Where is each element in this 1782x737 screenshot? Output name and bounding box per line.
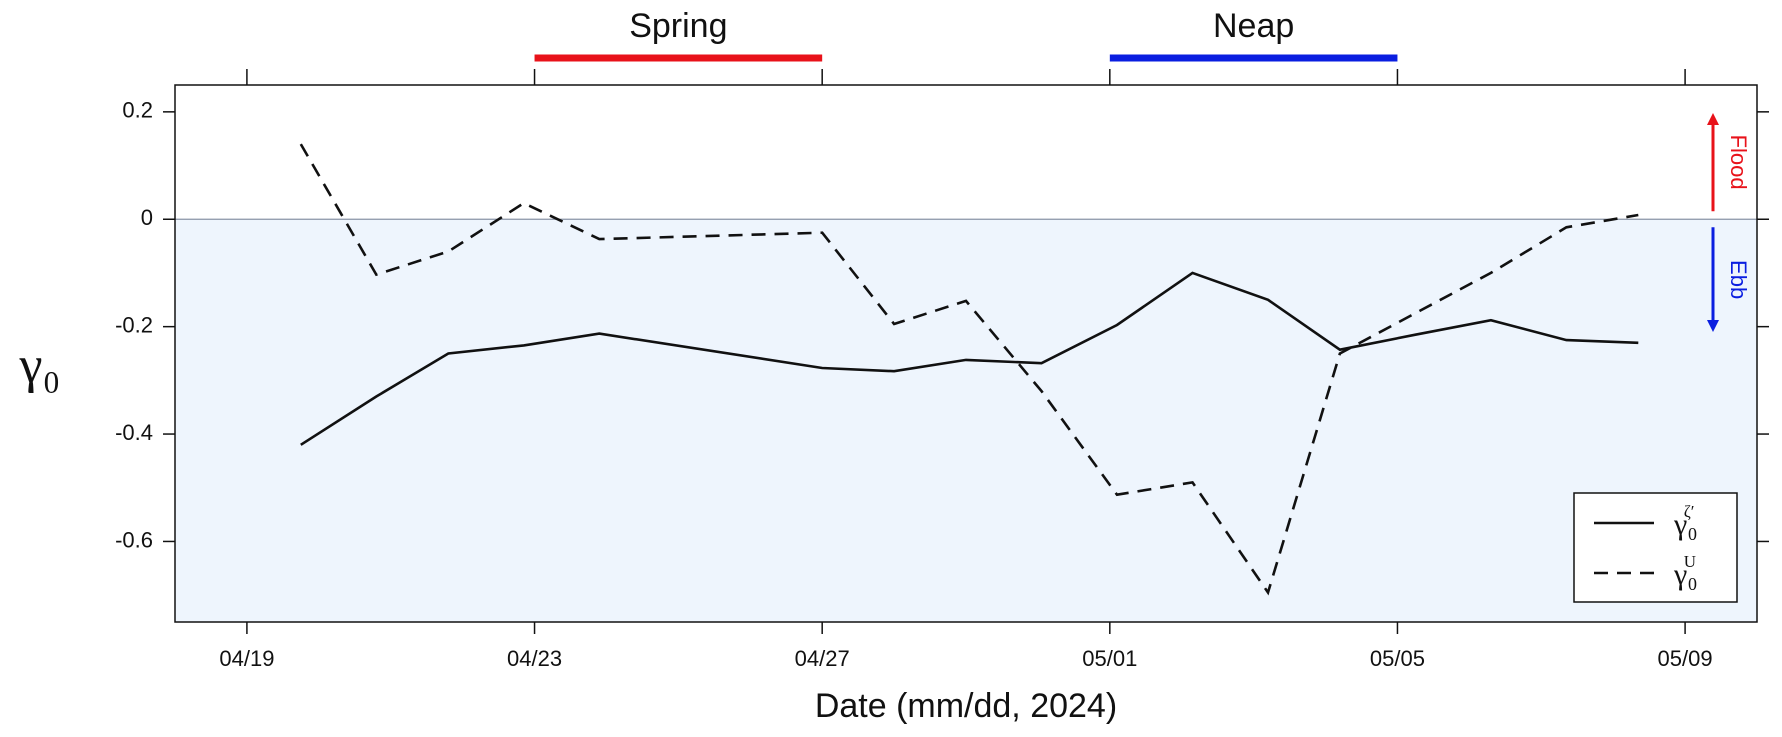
y-tick-label: -0.4 xyxy=(115,420,153,445)
legend-label: γ₀ζ′ xyxy=(1673,502,1698,541)
legend-box xyxy=(1573,492,1738,603)
legend-label: γ₀U xyxy=(1673,552,1698,591)
series-line xyxy=(300,271,1639,446)
y-tick-label: -0.6 xyxy=(115,527,153,552)
direction-label: Flood xyxy=(1726,135,1751,190)
y-tick-label: 0 xyxy=(141,205,153,230)
x-tick-label: 05/09 xyxy=(1658,646,1713,671)
y-tick-label: -0.2 xyxy=(115,312,153,337)
direction-label: Ebb xyxy=(1726,260,1751,299)
plot-frame xyxy=(174,84,1758,623)
x-axis-label: Date (mm/dd, 2024) xyxy=(815,687,1117,725)
shaded-region xyxy=(175,219,1757,622)
period-label: Neap xyxy=(1213,7,1294,45)
y-tick-label: 0.2 xyxy=(122,98,153,123)
y-axis-label: γ₀ xyxy=(18,337,60,394)
arrow-head xyxy=(1707,113,1719,125)
x-tick-label: 04/19 xyxy=(219,646,274,671)
x-tick-label: 04/23 xyxy=(507,646,562,671)
series-line xyxy=(299,143,1639,596)
x-tick-label: 04/27 xyxy=(795,646,850,671)
arrow-head xyxy=(1707,320,1719,332)
x-tick-label: 05/01 xyxy=(1082,646,1137,671)
period-label: Spring xyxy=(629,7,727,45)
x-tick-label: 05/05 xyxy=(1370,646,1425,671)
